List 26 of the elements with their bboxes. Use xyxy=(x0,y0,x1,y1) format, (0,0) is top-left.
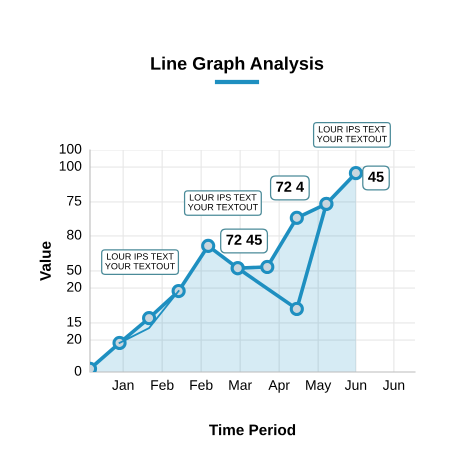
text: Jun xyxy=(382,380,404,390)
annotation: 15 xyxy=(67,316,82,327)
annotation: LOUR IPS TEXT YOUR TEXTOUT xyxy=(188,194,258,210)
annotation: LOUR IPS TEXT YOUR TEXTOUT xyxy=(105,253,176,270)
annotation: 72 4 xyxy=(276,182,304,192)
annotation: 45 xyxy=(368,172,384,182)
annotation: 20 xyxy=(67,282,82,292)
annotation: 0 xyxy=(74,366,82,376)
text: Feb xyxy=(190,380,213,390)
text: Apr xyxy=(268,380,290,393)
annotation: 72 45 xyxy=(226,234,262,245)
text: May xyxy=(306,380,332,393)
text: Jan xyxy=(112,380,134,390)
annotation: 80 xyxy=(67,230,82,240)
text: 100 xyxy=(60,144,82,154)
text: Mar xyxy=(229,380,252,390)
annotation: 20 xyxy=(67,334,82,344)
annotation: 50 xyxy=(66,264,82,275)
text: LOUR IPS TEXT YOUR TEXTOUT xyxy=(316,126,387,142)
chart-title: Line Graph Analysis xyxy=(151,56,324,74)
x-axis-title: Time Period xyxy=(209,424,296,436)
y-axis-title: Value xyxy=(40,242,51,281)
annotation: 75 xyxy=(67,196,82,206)
text: Feb xyxy=(151,380,174,390)
text: 100 xyxy=(60,160,82,171)
text: Jun xyxy=(344,380,366,390)
